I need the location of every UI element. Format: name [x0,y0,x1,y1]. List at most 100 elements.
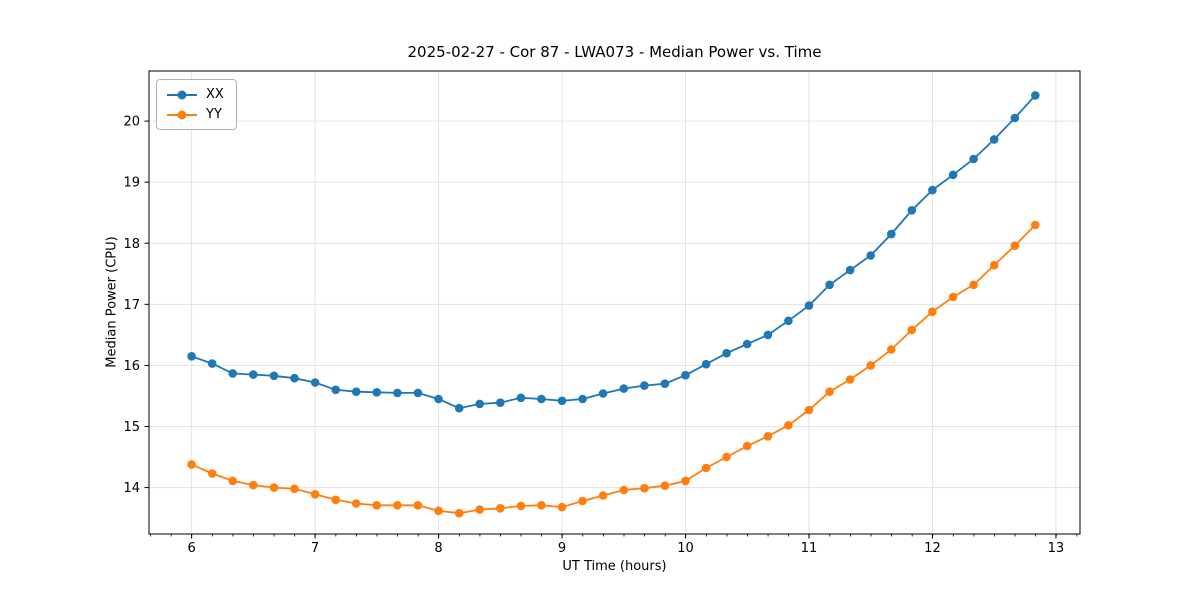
series-yy-marker [989,260,999,270]
x-tick-label: 7 [311,541,319,556]
series-xx-marker [578,394,587,404]
series-xx-marker [989,135,999,144]
series-yy-marker [722,452,731,462]
series-xx-line [191,94,1036,410]
series-yy-marker [1031,220,1040,230]
x-tick-label: 9 [558,541,566,556]
legend-label-yy: YY [206,107,222,122]
series-yy-marker [269,483,279,492]
series-yy-marker [598,491,608,500]
series-xx-marker [722,348,731,358]
series-xx-marker [948,170,958,180]
series-yy-marker [187,460,196,469]
y-tick-label: 16 [123,359,140,374]
series-yy-marker [907,325,917,335]
series-yy-marker [516,501,526,511]
series-xx-marker [516,393,526,403]
grid [149,71,1080,534]
axis-ticks: 6 7 8 9 10 11 12 13 14 15 16 17 18 19 20 [123,115,1078,556]
series-xx-marker [187,352,196,361]
series-xx-marker [640,381,649,390]
series-xx-marker [475,399,485,409]
y-tick-label: 20 [123,115,140,130]
series-yy-marker [701,463,711,473]
series-xx-marker [681,370,690,380]
x-tick-label: 13 [1048,541,1065,556]
series-yy-marker [887,345,896,354]
series-yy-marker [290,484,299,494]
x-tick-label: 10 [677,541,694,556]
series-yy-marker [969,280,978,290]
series-yy-marker [742,441,752,451]
series-yy-marker [660,481,670,491]
x-tick-label: 8 [434,541,442,556]
series-yy-marker [825,387,834,397]
series-xx-marker [969,154,978,164]
y-tick-label: 19 [123,176,140,191]
series-yy-marker [763,432,773,441]
series-xx-marker [249,370,258,379]
legend: XX YY [156,79,237,130]
series-yy-marker [578,496,587,506]
series-xx-marker [907,206,917,215]
y-tick-label: 18 [123,237,140,252]
series-yy-marker [310,490,320,499]
series-yy-marker [681,476,690,486]
series-xx-marker [454,403,464,413]
series-xx-marker [290,373,299,383]
series-yy-marker [537,501,546,510]
series-xx-marker [928,185,937,195]
series-yy-marker [845,375,855,384]
legend-entry-xx: XX [167,87,224,102]
series-xx-marker [887,229,896,239]
series-yy-marker [619,485,629,495]
series-yy-marker [1010,241,1020,250]
series-yy-marker [804,405,814,415]
series-yy-line [191,224,1036,515]
series-xx-marker [557,396,567,406]
series-xx-marker [804,301,814,310]
series-yy-marker [413,501,423,510]
y-tick-label: 15 [123,420,140,435]
chart-title: 2025-02-27 - Cor 87 - LWA073 - Median Po… [407,43,822,61]
series-xx-marker [742,339,752,349]
series-xx-marker [310,378,320,387]
series-yy-marker [557,502,567,512]
series-xx-marker [701,359,711,369]
series-yy-marker [784,421,793,430]
series-yy-marker [249,480,258,490]
series-yy [187,220,1040,518]
series-xx-marker [351,387,361,397]
series-xx-marker [413,388,423,398]
series-yy-marker [434,506,443,516]
legend-line-marker-xx [167,90,197,100]
series-xx-marker [866,251,875,260]
series-xx-marker [393,388,402,398]
series-xx-marker [784,316,793,326]
series-yy-marker [475,505,485,514]
x-axis-label: UT Time (hours) [562,559,667,574]
y-tick-label: 17 [123,298,140,313]
series-yy-marker [393,501,402,510]
series-xx-marker [537,394,546,404]
series-xx-marker [207,359,217,368]
series-xx-marker [763,330,773,340]
series-yy-marker [372,501,382,510]
x-tick-label: 11 [801,541,818,556]
series-yy-marker [928,307,937,317]
series-xx-marker [619,384,629,393]
legend-entry-yy: YY [167,107,224,122]
series-xx-marker [660,379,670,389]
series-xx-marker [269,371,279,381]
x-tick-label: 12 [924,541,941,556]
series-xx-marker [228,369,237,378]
series-xx-marker [598,389,608,398]
x-tick-label: 6 [187,541,195,556]
series-yy-marker [207,469,217,478]
y-tick-label: 14 [123,481,140,496]
series-xx-marker [372,388,382,397]
series-xx-marker [845,265,855,275]
series-xx-marker [434,394,443,404]
